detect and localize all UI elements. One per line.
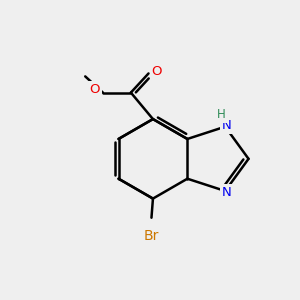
Text: N: N <box>222 119 232 132</box>
Text: O: O <box>89 82 100 95</box>
Text: N: N <box>222 186 232 199</box>
Text: Br: Br <box>144 229 159 243</box>
Text: H: H <box>216 108 225 121</box>
Text: O: O <box>152 64 162 78</box>
